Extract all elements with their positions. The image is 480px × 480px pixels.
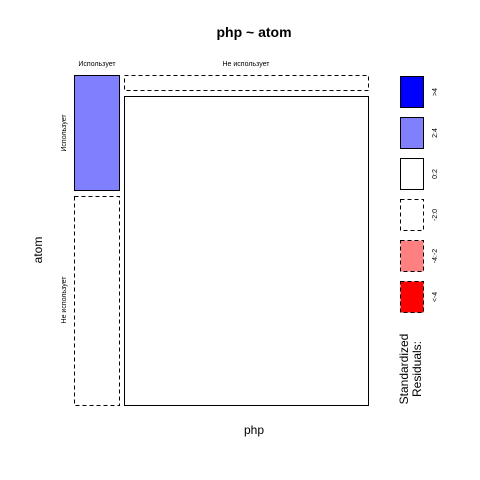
- x-level-label-0: Использует: [78, 61, 116, 68]
- legend-label-5: <-4: [432, 292, 439, 302]
- legend-label-4: -4:-2: [432, 249, 439, 264]
- y-level-label-1: Не использует: [61, 276, 68, 324]
- y-axis-label: atom: [31, 237, 45, 264]
- legend-swatch-4: [400, 240, 424, 272]
- chart-title: php ~ atom: [216, 24, 291, 40]
- legend-label-1: 2:4: [432, 128, 439, 138]
- legend: >4 2:4 0:2 -2:0 -4:-2 <-4 Standardized Residu…: [397, 76, 439, 405]
- x-level-label-1: Не использует: [223, 61, 271, 68]
- mosaic-tiles: [74, 75, 369, 406]
- mosaic-tile-1-0: [124, 75, 369, 91]
- legend-swatch-3: [400, 199, 424, 231]
- mosaic-tile-0-0: [74, 75, 120, 191]
- legend-swatch-1: [400, 117, 424, 149]
- legend-title-line-1: Standardized: [397, 334, 411, 405]
- legend-title-line-2: Residuals:: [410, 341, 424, 397]
- y-level-label-0: Использует: [61, 114, 68, 152]
- mosaic-tile-0-1: [74, 196, 120, 406]
- legend-label-0: >4: [432, 88, 439, 96]
- legend-swatch-5: [400, 281, 424, 313]
- legend-label-2: 0:2: [432, 169, 439, 179]
- mosaic-tile-1-1: [124, 96, 369, 406]
- x-axis-label: php: [244, 423, 264, 437]
- legend-swatch-2: [400, 158, 424, 190]
- legend-swatch-0: [400, 76, 424, 108]
- legend-label-3: -2:0: [432, 209, 439, 221]
